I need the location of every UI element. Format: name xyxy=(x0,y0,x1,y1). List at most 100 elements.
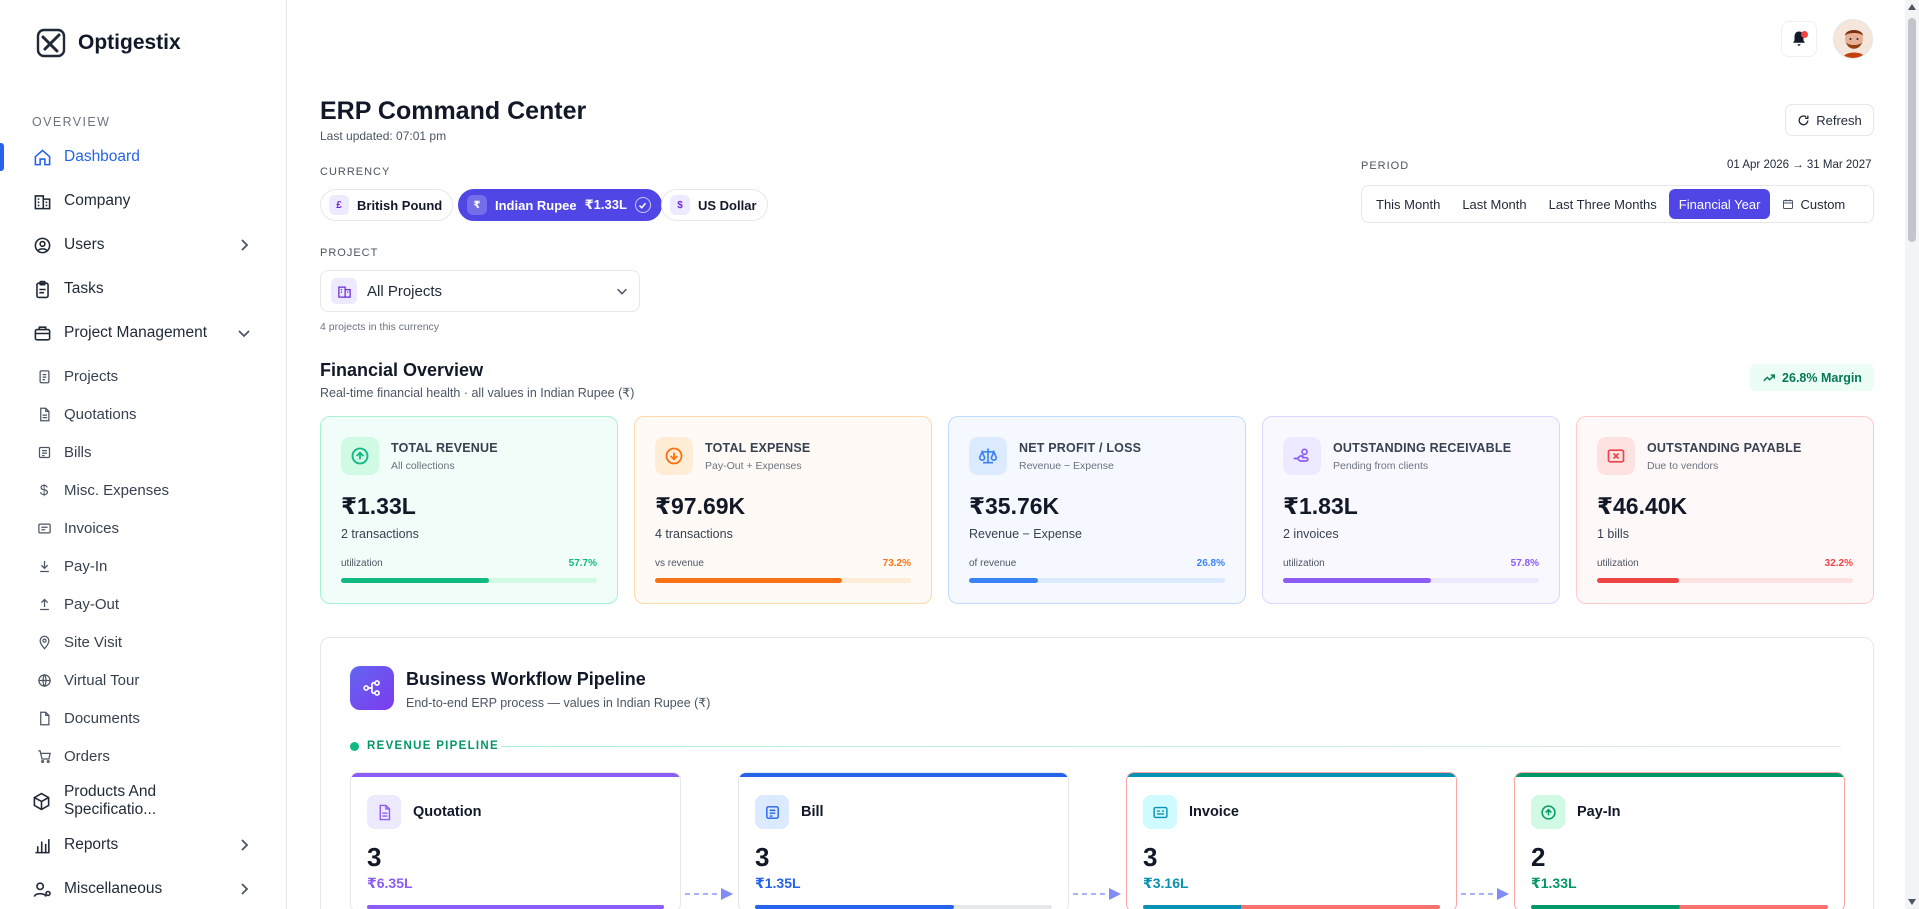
period-label: PERIOD xyxy=(1361,160,1410,172)
kpi-card-outstanding-receivable[interactable]: OUTSTANDING RECEIVABLE Pending from clie… xyxy=(1262,416,1560,604)
sidebar-subitem-label: Site Visit xyxy=(64,633,123,651)
sidebar-subitem-projects[interactable]: Projects xyxy=(36,362,246,390)
pipeline-stage-pay-in[interactable]: Pay-In 2 ₹1.33L xyxy=(1514,772,1845,909)
sidebar-subitem-invoices[interactable]: Invoices xyxy=(36,514,246,542)
stage-name: Pay-In xyxy=(1577,804,1621,820)
stage-progress-fill xyxy=(367,905,664,909)
kpi-percent: 32.2% xyxy=(1824,558,1853,569)
scale-icon xyxy=(969,437,1007,475)
stage-progress-track xyxy=(1143,905,1440,909)
clipboard-list-icon xyxy=(36,368,52,384)
vertical-scrollbar[interactable] xyxy=(1905,0,1919,909)
period-last-three-months[interactable]: Last Three Months xyxy=(1548,196,1657,212)
kpi-percent: 57.8% xyxy=(1510,558,1539,569)
currency-option-gbp[interactable]: £ British Pound xyxy=(320,189,454,221)
period-last-month[interactable]: Last Month xyxy=(1462,196,1527,212)
sidebar-item-label: Products And Specificatio... xyxy=(63,783,157,818)
active-indicator xyxy=(0,143,4,171)
sidebar-subitem-quotations[interactable]: Quotations xyxy=(36,400,246,428)
stage-progress-track xyxy=(1531,905,1828,909)
brand[interactable]: Optigestix xyxy=(36,28,181,58)
sidebar-item-label: Miscellaneous xyxy=(64,880,163,897)
x-box-icon xyxy=(1597,437,1635,475)
arrow-up-circle-icon xyxy=(1531,795,1565,829)
project-select[interactable]: All Projects xyxy=(320,270,640,312)
kpi-progress-track xyxy=(969,578,1225,583)
period-custom[interactable]: Custom xyxy=(1772,189,1855,219)
stage-amount: ₹1.35L xyxy=(755,875,801,891)
kpi-description: 4 transactions xyxy=(655,527,733,541)
kpi-subtitle: Due to vendors xyxy=(1647,460,1719,472)
stage-count: 3 xyxy=(1143,842,1158,872)
period-this-month[interactable]: This Month xyxy=(1376,196,1441,212)
sidebar-item-products[interactable]: Products And Specificatio... xyxy=(32,783,252,818)
sidebar-subitem-label: Bills xyxy=(64,443,92,461)
financial-overview-title: Financial Overview xyxy=(320,360,484,380)
sidebar-item-miscellaneous[interactable]: Miscellaneous xyxy=(32,873,252,905)
kpi-bar-label: of revenue xyxy=(969,558,1017,569)
period-financial-year[interactable]: Financial Year xyxy=(1668,189,1771,219)
sidebar-item-reports[interactable]: Reports xyxy=(32,829,252,861)
period-custom-label: Custom xyxy=(1800,196,1846,212)
stage-name: Quotation xyxy=(413,804,482,820)
sidebar-item-tasks[interactable]: Tasks xyxy=(32,273,252,305)
pipeline-stage-bill[interactable]: Bill 3 ₹1.35L xyxy=(738,772,1069,909)
currency-option-label: US Dollar xyxy=(698,197,757,213)
refresh-button[interactable]: Refresh xyxy=(1785,104,1874,136)
sidebar-item-label: Tasks xyxy=(64,280,104,297)
sidebar-subitem-orders[interactable]: Orders xyxy=(36,742,246,770)
invoice-icon xyxy=(1143,795,1177,829)
kpi-card-net-profit-loss[interactable]: NET PROFIT / LOSS Revenue − Expense ₹35.… xyxy=(948,416,1246,604)
sidebar-subitem-pay-out[interactable]: Pay-Out xyxy=(36,590,246,618)
page-title: ERP Command Center xyxy=(320,97,587,125)
currency-option-inr[interactable]: ₹ Indian Rupee ₹1.33L xyxy=(458,189,662,221)
sidebar-item-label: Project Management xyxy=(64,324,208,341)
sidebar-subitem-virtual-tour[interactable]: Virtual Tour xyxy=(36,666,246,694)
sidebar-subitem-label: Invoices xyxy=(64,519,120,537)
sidebar-item-label: Users xyxy=(64,236,105,253)
kpi-value: ₹1.83L xyxy=(1283,493,1358,519)
refresh-icon xyxy=(1798,114,1809,125)
notifications-button[interactable] xyxy=(1781,21,1817,57)
kpi-card-total-expense[interactable]: TOTAL EXPENSE Pay-Out + Expenses ₹97.69K… xyxy=(634,416,932,604)
chevron-right-icon xyxy=(241,839,249,851)
arrow-up-box-icon xyxy=(36,596,52,612)
kpi-progress-track xyxy=(341,578,597,583)
sidebar-subitem-label: Pay-Out xyxy=(64,595,120,613)
kpi-card-total-revenue[interactable]: TOTAL REVENUE All collections ₹1.33L 2 t… xyxy=(320,416,618,604)
pipeline-stage-quotation[interactable]: Quotation 3 ₹6.35L xyxy=(350,772,681,909)
notification-dot xyxy=(1801,31,1808,38)
chevron-right-icon xyxy=(241,883,249,895)
stage-amount: ₹6.35L xyxy=(367,875,413,891)
receipt-icon xyxy=(36,444,52,460)
user-circle-icon xyxy=(32,235,52,255)
sidebar-item-company[interactable]: Company xyxy=(32,185,252,217)
currency-option-label: British Pound xyxy=(357,197,443,213)
kpi-progress-fill xyxy=(969,578,1038,583)
pipeline-stage-invoice[interactable]: Invoice 3 ₹3.16L xyxy=(1126,772,1457,909)
brand-name: Optigestix xyxy=(78,31,181,54)
currency-option-usd[interactable]: $ US Dollar xyxy=(661,189,768,221)
kpi-subtitle: Pending from clients xyxy=(1333,460,1429,472)
scroll-up-arrow[interactable] xyxy=(1908,4,1916,10)
invoice-icon xyxy=(36,520,52,536)
scroll-down-arrow[interactable] xyxy=(1908,899,1916,905)
sidebar-subitem-site-visit[interactable]: Site Visit xyxy=(36,628,246,656)
avatar[interactable] xyxy=(1833,19,1873,59)
rupee-icon: ₹ xyxy=(467,195,487,215)
bar-chart-icon xyxy=(32,835,52,855)
scrollbar-thumb[interactable] xyxy=(1908,18,1916,242)
sidebar-subitem-bills[interactable]: Bills xyxy=(36,438,246,466)
sidebar-subitem-misc-expenses[interactable]: $ Misc. Expenses xyxy=(36,476,246,504)
currency-option-label: Indian Rupee xyxy=(495,197,577,213)
sidebar-item-users[interactable]: Users xyxy=(32,229,252,261)
kpi-card-outstanding-payable[interactable]: OUTSTANDING PAYABLE Due to vendors ₹46.4… xyxy=(1576,416,1874,604)
sidebar-item-dashboard[interactable]: Dashboard xyxy=(32,141,252,173)
chevron-right-icon xyxy=(241,239,249,251)
sidebar-subitem-documents[interactable]: Documents xyxy=(36,704,246,732)
sidebar-subitem-pay-in[interactable]: Pay-In xyxy=(36,552,246,580)
document-icon xyxy=(36,710,52,726)
sidebar-subitem-label: Misc. Expenses xyxy=(64,481,170,499)
sidebar-item-label: Company xyxy=(64,192,131,209)
sidebar-item-project-management[interactable]: Project Management xyxy=(32,317,252,349)
